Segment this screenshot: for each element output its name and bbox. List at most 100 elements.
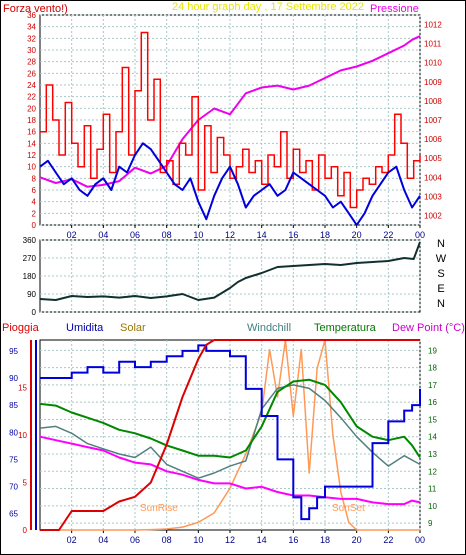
- x-tick-label: 12: [225, 230, 235, 240]
- panel1-x-axis: 02 04 06 08 10 12 14 16 18 20 22 00: [67, 225, 425, 240]
- humidity-y-axis: 65 70 75 80 85 90 95: [9, 347, 18, 519]
- x-tick-label: 22: [383, 535, 393, 545]
- direction-tick-label: 360: [23, 236, 37, 245]
- wind-tick-label: 4: [32, 198, 37, 207]
- x-tick-label: 20: [352, 535, 362, 545]
- windchill-line: [39, 384, 421, 479]
- sunset-annotation: SunSet: [332, 503, 365, 514]
- temperature-line: [39, 378, 421, 459]
- direction-label: W: [436, 253, 447, 265]
- pressure-tick-label: 1005: [424, 154, 442, 163]
- x-tick-label: 02: [67, 535, 77, 545]
- wind-average-line: [39, 142, 421, 226]
- temperature-tick-label: 11: [428, 485, 437, 494]
- x-tick-label: 00: [415, 230, 425, 240]
- x-tick-label: 02: [67, 230, 77, 240]
- direction-tick-label: 270: [23, 254, 37, 263]
- pressure-tick-label: 1008: [424, 97, 442, 106]
- rain-tick-label: 10: [18, 431, 27, 440]
- x-tick-label: 08: [162, 535, 172, 545]
- wind-tick-label: 24: [27, 81, 36, 90]
- temperature-tick-label: 12: [428, 467, 437, 476]
- rain-tick-label: 0: [23, 526, 28, 535]
- wind-tick-label: 6: [32, 186, 37, 195]
- temperature-tick-label: 15: [428, 415, 437, 424]
- humidity-tick-label: 95: [9, 347, 18, 356]
- pressure-line: [39, 35, 421, 188]
- wind-tick-label: 34: [27, 23, 36, 32]
- temperature-tick-label: 13: [428, 450, 437, 459]
- x-tick-label: 00: [415, 535, 425, 545]
- wind-axis-label: Forza vento!): [3, 3, 68, 15]
- rain-tick-label: 15: [18, 384, 27, 393]
- x-tick-label: 22: [383, 230, 393, 240]
- x-tick-label: 10: [193, 230, 203, 240]
- x-tick-label: 16: [288, 230, 298, 240]
- legend-solar: Solar: [120, 322, 146, 334]
- legend-temperature: Temperatura: [314, 322, 377, 334]
- legend-rain: Pioggia: [2, 322, 40, 334]
- humidity-tick-label: 90: [9, 374, 18, 383]
- pressure-axis-label: Pressione: [370, 3, 419, 15]
- temperature-tick-label: 10: [428, 502, 437, 511]
- panel3-series: [39, 339, 421, 531]
- x-tick-label: 14: [257, 230, 267, 240]
- temperature-tick-label: 19: [428, 346, 437, 355]
- x-tick-label: 16: [288, 535, 298, 545]
- panel1-series: [39, 31, 421, 226]
- panel3-x-axis: 02 04 06 08 10 12 14 16 18 20 22 00: [67, 530, 425, 545]
- direction-y-axis: 0 90 180 270 360: [23, 236, 37, 317]
- pressure-tick-label: 1007: [424, 116, 442, 125]
- rain-tick-label: 5: [23, 479, 28, 488]
- panel2-series: [39, 241, 421, 301]
- wind-tick-label: 20: [27, 104, 36, 113]
- x-tick-label: 14: [257, 535, 267, 545]
- pressure-tick-label: 1009: [424, 78, 442, 87]
- x-tick-label: 12: [225, 535, 235, 545]
- x-tick-label: 20: [352, 230, 362, 240]
- rain-y-axis: 0 5 10 15: [18, 384, 27, 536]
- direction-tick-label: 0: [32, 308, 37, 317]
- x-tick-label: 18: [320, 535, 330, 545]
- x-tick-label: 06: [130, 230, 140, 240]
- x-tick-label: 06: [130, 535, 140, 545]
- direction-line: [39, 241, 421, 301]
- temperature-tick-label: 17: [428, 381, 437, 390]
- wind-tick-label: 12: [27, 151, 36, 160]
- wind-tick-label: 0: [32, 221, 37, 230]
- legend-humidity: Umidita: [66, 322, 104, 334]
- temperature-y-axis: 9 10 11 12 13 14 15 16 17 18 19: [428, 346, 437, 528]
- pressure-tick-label: 1012: [424, 21, 442, 30]
- direction-label: S: [437, 268, 444, 280]
- wind-tick-label: 26: [27, 69, 36, 78]
- wind-tick-label: 36: [27, 11, 36, 20]
- wind-tick-label: 2: [32, 209, 37, 218]
- legend-windchill: Windchill: [247, 322, 291, 334]
- pressure-tick-label: 1010: [424, 59, 442, 68]
- x-tick-label: 04: [98, 535, 108, 545]
- chart-title: 24 hour graph day , 17 Settembre 2022: [172, 1, 364, 13]
- x-tick-label: 04: [98, 230, 108, 240]
- direction-label: N: [437, 298, 445, 310]
- humidity-tick-label: 70: [9, 483, 18, 492]
- humidity-tick-label: 75: [9, 455, 18, 464]
- dewpoint-line: [39, 435, 421, 506]
- x-tick-label: 10: [193, 535, 203, 545]
- temperature-tick-label: 18: [428, 364, 437, 373]
- wind-tick-label: 18: [27, 116, 36, 125]
- wind-tick-label: 30: [27, 46, 36, 55]
- legend-dewpoint: Dew Point (°C): [392, 322, 465, 334]
- wind-tick-label: 28: [27, 58, 36, 67]
- humidity-tick-label: 65: [9, 510, 18, 519]
- x-tick-label: 18: [320, 230, 330, 240]
- humidity-tick-label: 85: [9, 401, 18, 410]
- humidity-line: [40, 344, 421, 521]
- temperature-tick-label: 14: [428, 433, 437, 442]
- wind-tick-label: 16: [27, 128, 36, 137]
- pressure-tick-label: 1003: [424, 192, 442, 201]
